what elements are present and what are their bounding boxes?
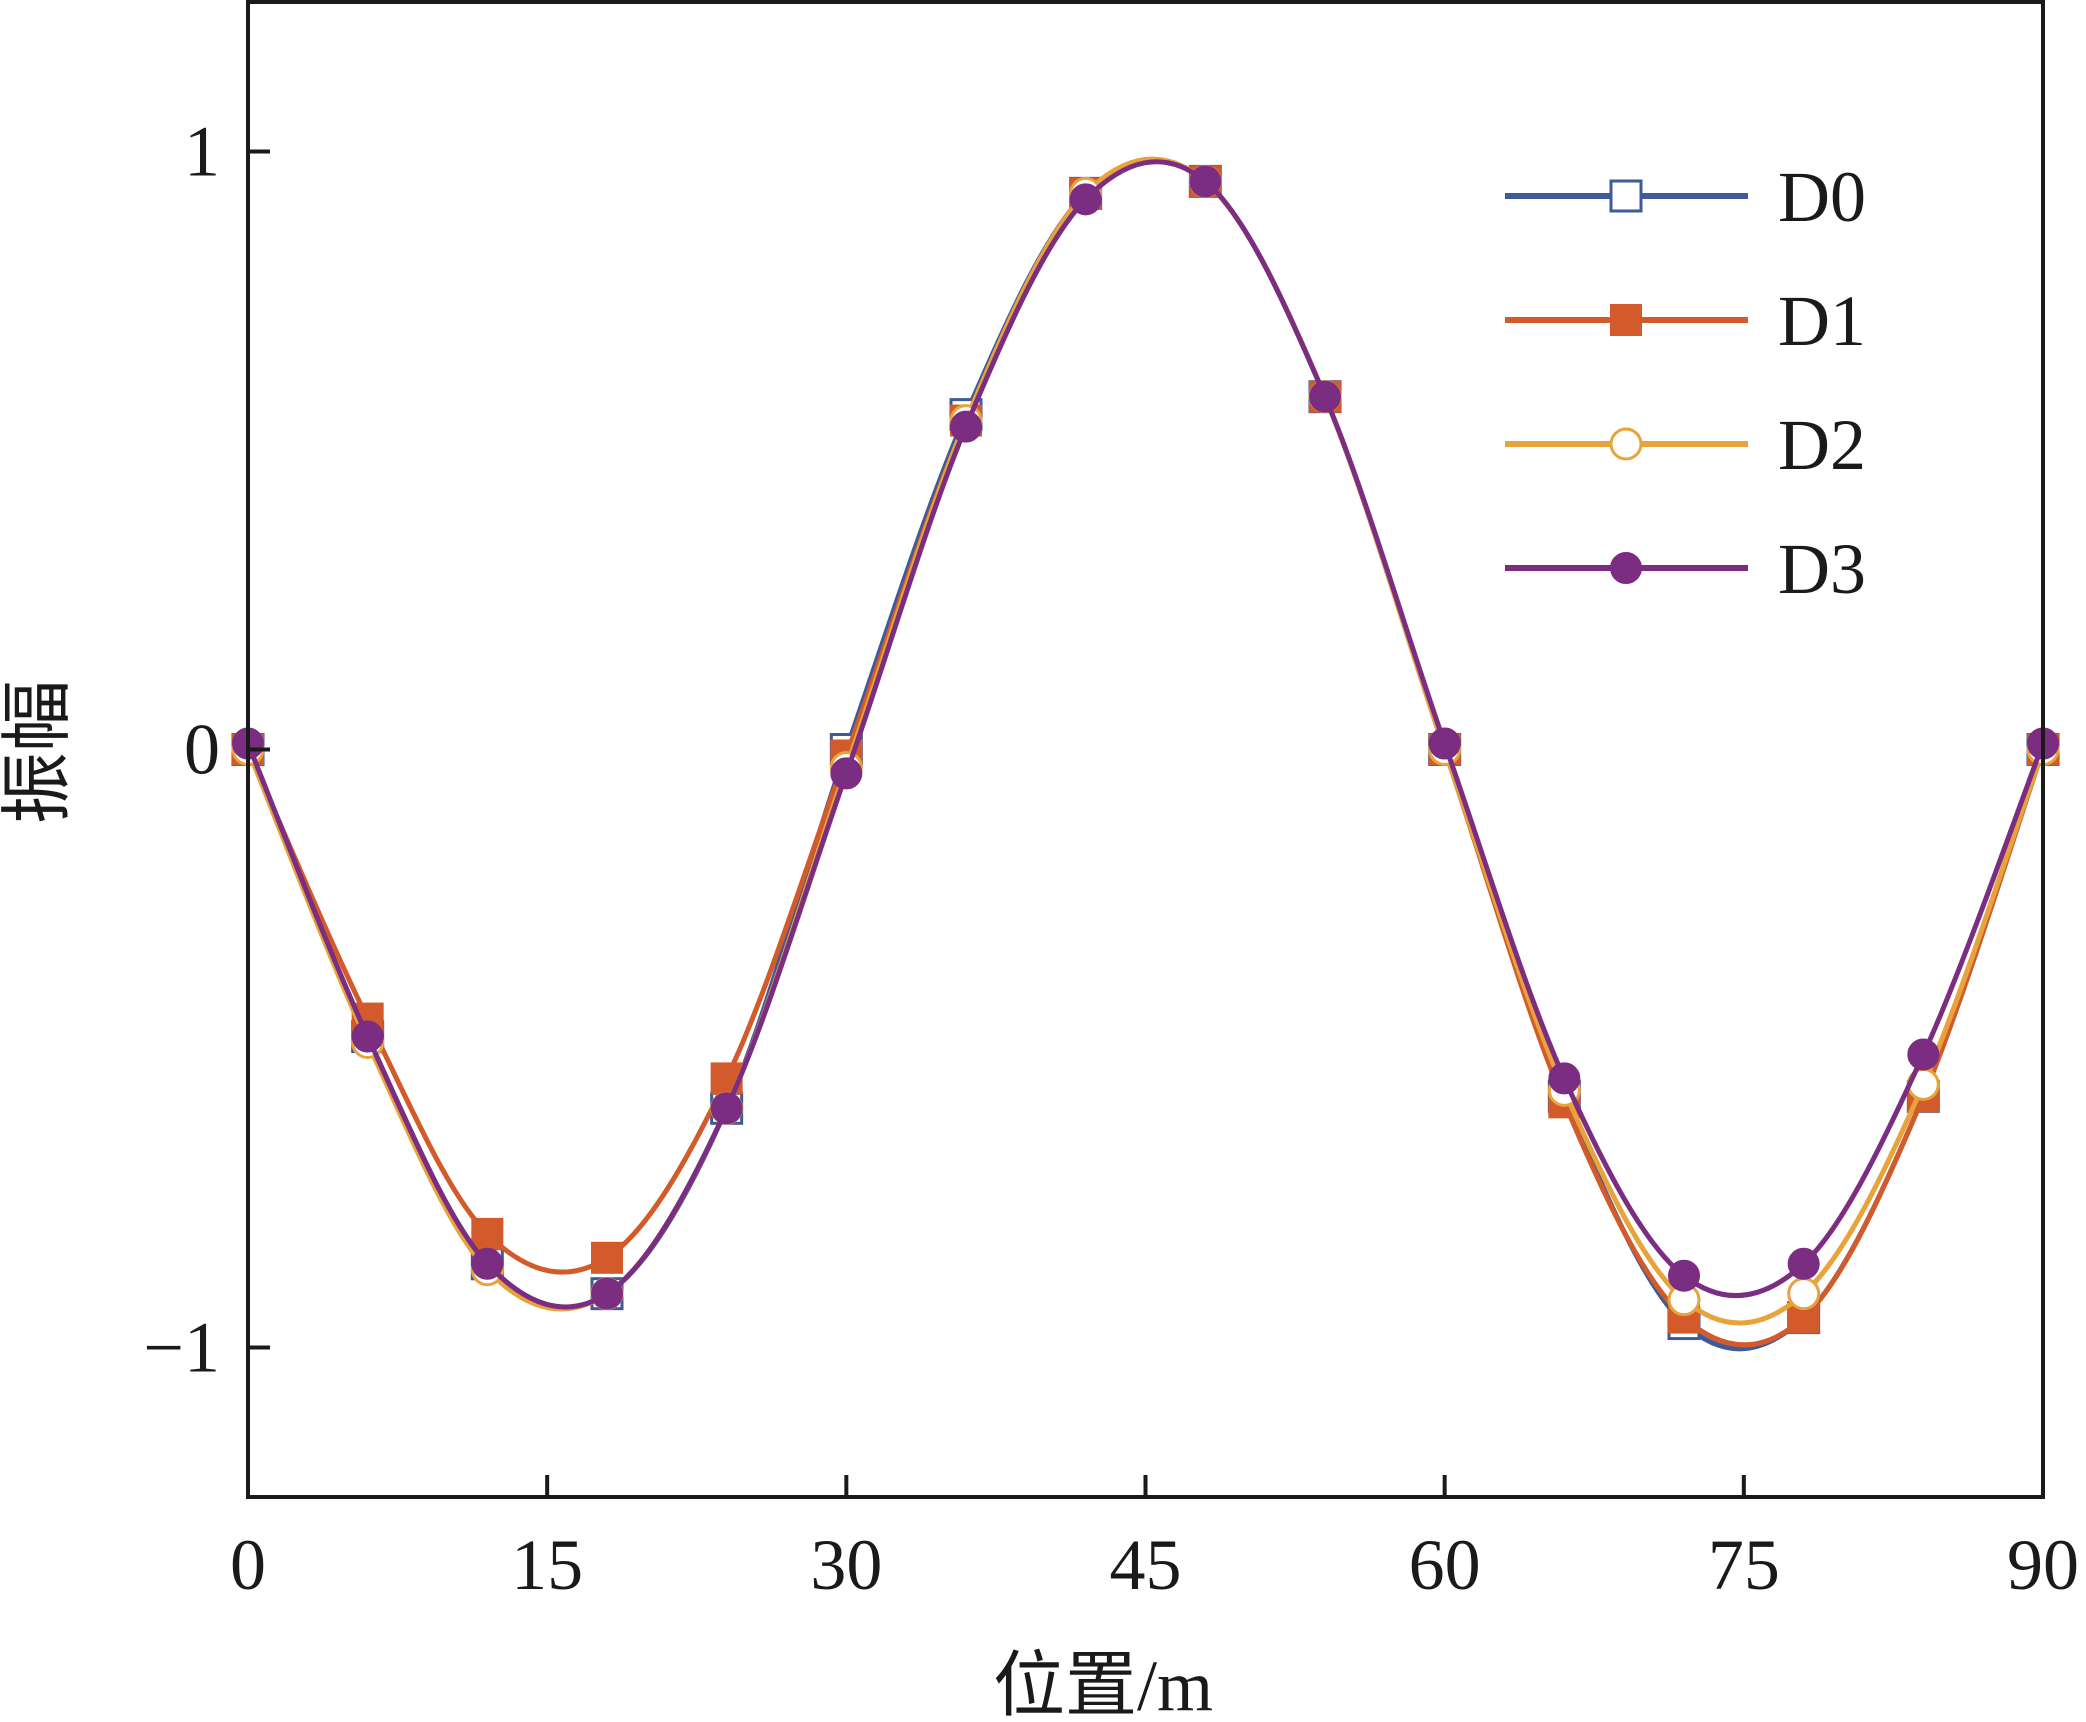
data-point-d3 — [1189, 165, 1222, 198]
series-line-d0 — [245, 157, 2046, 1352]
series-line-d2 — [245, 156, 2046, 1326]
x-tick-label: 90 — [2007, 1525, 2079, 1605]
data-point-d3 — [1428, 727, 1461, 760]
y-tick-label: −1 — [143, 1308, 220, 1388]
data-point-d3 — [950, 410, 982, 443]
data-point-d1 — [471, 1217, 504, 1250]
legend: D0 D1 D2 D3 — [1505, 157, 1866, 609]
data-point-d3 — [1787, 1247, 1820, 1280]
data-point-d2 — [1787, 1277, 1821, 1311]
y-tick-label: 1 — [184, 112, 220, 192]
data-point-d3 — [351, 1020, 384, 1053]
plot-frame — [246, 0, 2045, 1499]
legend-marker — [1610, 304, 1642, 336]
y-tick-label: 0 — [184, 710, 220, 790]
x-tick-label: 75 — [1708, 1525, 1780, 1605]
data-point-d3 — [1309, 380, 1341, 413]
legend-label: D1 — [1778, 281, 1866, 361]
data-point-d3 — [1668, 1259, 1700, 1292]
data-point-d3 — [471, 1247, 504, 1280]
data-point-d3 — [830, 757, 863, 790]
data-point-d3 — [1069, 183, 1102, 216]
legend-item-d3: D3 — [1505, 529, 1866, 609]
legend-label: D3 — [1778, 529, 1866, 609]
legend-label: D0 — [1778, 157, 1866, 237]
y-axis-label: 振幅 — [0, 680, 78, 824]
legend-label: D2 — [1778, 405, 1866, 485]
legend-item-d0: D0 — [1505, 157, 1866, 237]
x-tick-label: 30 — [810, 1525, 882, 1605]
legend-marker — [1609, 179, 1643, 213]
series-line-d1 — [245, 156, 2046, 1348]
x-axis-label: 位置/m — [993, 1646, 1213, 1722]
data-point-d3 — [1907, 1038, 1940, 1071]
data-point-d1 — [591, 1241, 623, 1274]
data-point-d3 — [591, 1277, 623, 1310]
x-tick-label: 0 — [230, 1525, 266, 1605]
legend-item-d1: D1 — [1505, 281, 1866, 361]
legend-marker — [1610, 552, 1642, 584]
legend-item-d2: D2 — [1505, 405, 1866, 485]
series-line-d3 — [245, 159, 2046, 1310]
series-d3 — [232, 159, 2059, 1310]
data-point-d3 — [710, 1092, 743, 1125]
x-tick-label: 15 — [511, 1525, 583, 1605]
legend-marker — [1609, 427, 1643, 461]
data-point-d3 — [1548, 1062, 1581, 1095]
axes: 0 15 30 45 60 75 90 −1 0 1 — [143, 112, 2079, 1606]
x-tick-label: 60 — [1409, 1525, 1481, 1605]
x-tick-label: 45 — [1110, 1525, 1182, 1605]
